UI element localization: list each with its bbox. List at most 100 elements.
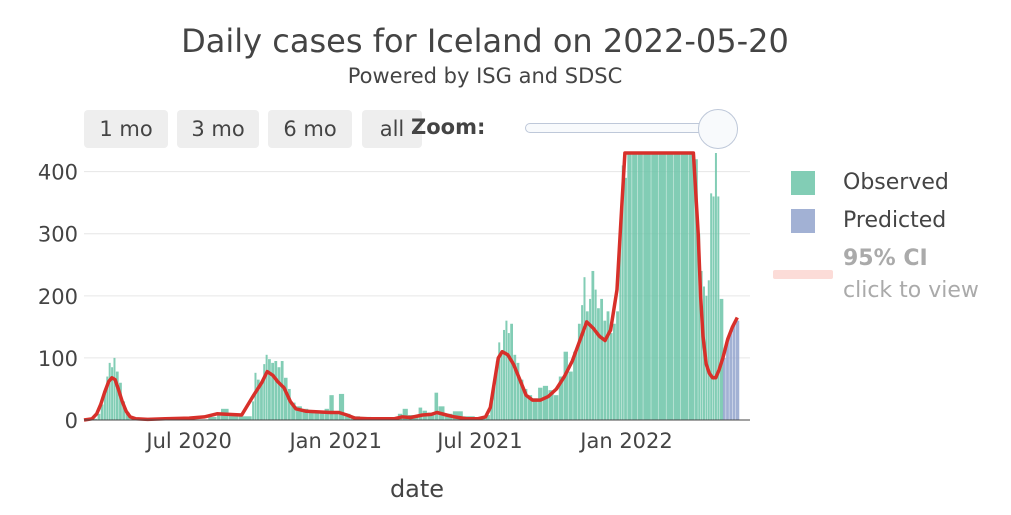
legend-swatch-ci[interactable] <box>773 270 833 279</box>
observed-bar-31 <box>287 388 291 420</box>
observed-bar-40 <box>334 412 339 420</box>
observed-bar-77 <box>548 390 554 420</box>
observed-bar-73 <box>527 395 533 420</box>
observed-bar-103 <box>643 153 651 420</box>
observed-bar-10 <box>122 401 126 420</box>
y-tick-label-300: 300 <box>38 223 78 247</box>
observed-bar-115 <box>707 280 710 420</box>
legend-label-predicted[interactable]: Predicted <box>843 208 947 233</box>
lines-group <box>83 151 739 422</box>
observed-bar-75 <box>538 387 543 420</box>
observed-bar-52 <box>427 412 435 420</box>
observed-bar-88 <box>591 270 595 420</box>
x-tick-label-0: Jul 2020 <box>144 429 231 453</box>
observed-bar-85 <box>583 277 586 420</box>
observed-bar-20 <box>254 372 257 420</box>
observed-bar-74 <box>532 398 538 420</box>
observed-bar-5 <box>108 362 111 420</box>
x-tick-label-1: Jan 2021 <box>287 429 382 453</box>
observed-bar-41 <box>338 393 345 420</box>
observed-bar-27 <box>274 361 278 420</box>
observed-bar-34 <box>302 408 309 420</box>
legend-hint-ci[interactable]: click to view <box>843 278 979 303</box>
observed-bar-24 <box>265 354 268 420</box>
observed-bar-90 <box>597 308 600 420</box>
observed-bar-97 <box>619 233 622 420</box>
observed-bar-107 <box>673 153 681 420</box>
observed-bar-100 <box>627 153 632 420</box>
observed-bar-30 <box>283 377 288 420</box>
observed-bar-60 <box>490 401 494 420</box>
observed-bar-0 <box>91 418 98 420</box>
legend-label-observed[interactable]: Observed <box>843 170 949 195</box>
range-button-1mo[interactable]: 1 mo <box>84 110 168 148</box>
observed-bar-19 <box>252 401 255 420</box>
observed-bar-110 <box>695 159 698 421</box>
observed-bar-1 <box>97 413 101 420</box>
observed-bar-89 <box>594 289 597 420</box>
predicted-bar-1 <box>726 342 729 420</box>
observed-bar-82 <box>573 351 578 420</box>
range-button-all[interactable]: all <box>362 110 422 148</box>
observed-bar-29 <box>280 361 284 420</box>
observed-bar-117 <box>712 196 715 420</box>
observed-bar-4 <box>106 376 109 420</box>
observed-bar-118 <box>714 153 717 420</box>
observed-bar-39 <box>329 395 334 420</box>
observed-bar-64 <box>500 351 503 420</box>
observed-bar-59 <box>485 415 490 420</box>
observed-bar-78 <box>554 395 559 420</box>
observed-bar-79 <box>558 376 564 420</box>
observed-bar-35 <box>308 410 314 420</box>
observed-bar-99 <box>624 177 627 420</box>
observed-bar-109 <box>688 153 695 420</box>
observed-bar-93 <box>606 311 610 420</box>
observed-bar-21 <box>256 379 260 420</box>
observed-bar-22 <box>260 381 263 420</box>
observed-bar-18 <box>238 416 252 420</box>
x-tick-label-3: Jan 2022 <box>578 429 673 453</box>
observed-bar-61 <box>493 382 496 420</box>
observed-bar-25 <box>268 359 271 420</box>
observed-bar-108 <box>680 153 689 420</box>
legend-swatch-observed[interactable] <box>791 171 815 195</box>
predicted-bar-4 <box>735 320 740 420</box>
observed-bar-7 <box>113 357 116 420</box>
y-tick-label-0: 0 <box>65 409 78 433</box>
observed-bar-33 <box>295 406 302 420</box>
observed-bar-68 <box>510 323 513 420</box>
observed-bar-36 <box>314 412 320 420</box>
legend-label-ci[interactable]: 95% CI <box>843 246 928 271</box>
observed-bar-48 <box>402 408 408 420</box>
observed-bar-53 <box>434 392 439 420</box>
observed-bar-65 <box>503 329 506 420</box>
observed-bar-112 <box>700 270 703 420</box>
x-axis-title: date <box>390 475 444 503</box>
observed-bar-111 <box>698 233 701 420</box>
observed-bar-91 <box>600 298 604 420</box>
predicted-bar-2 <box>729 333 733 420</box>
x-tick-label-2: Jul 2021 <box>435 429 522 453</box>
observed-bar-87 <box>589 298 592 420</box>
range-button-3mo[interactable]: 3 mo <box>177 110 259 148</box>
observed-bar-32 <box>291 402 296 420</box>
observed-bar-104 <box>651 153 658 420</box>
zoom-slider-handle[interactable] <box>698 109 738 149</box>
observed-bar-26 <box>271 362 274 420</box>
legend-swatch-predicted[interactable] <box>791 209 815 233</box>
zoom-label: Zoom: <box>411 115 486 139</box>
chart-subtitle: Powered by ISG and SDSC <box>347 64 623 88</box>
range-button-6mo[interactable]: 6 mo <box>268 110 352 148</box>
observed-bar-15 <box>217 412 221 420</box>
observed-bar-106 <box>666 153 674 420</box>
observed-bar-3 <box>103 392 106 420</box>
observed-bar-84 <box>581 305 584 420</box>
observed-bar-69 <box>513 354 517 420</box>
observed-bar-62 <box>495 361 498 420</box>
observed-bar-72 <box>523 388 528 420</box>
observed-bar-92 <box>603 320 607 420</box>
observed-bar-71 <box>519 379 524 420</box>
observed-bar-70 <box>516 362 520 420</box>
observed-bar-96 <box>616 311 619 420</box>
